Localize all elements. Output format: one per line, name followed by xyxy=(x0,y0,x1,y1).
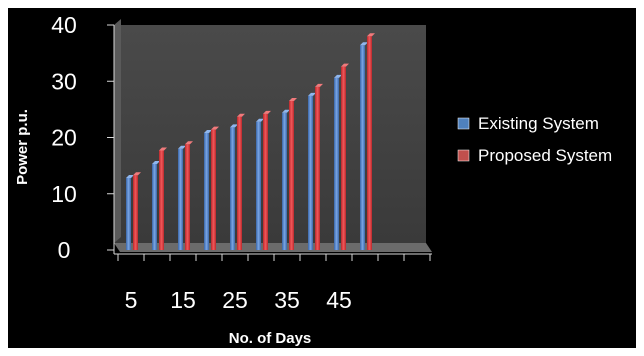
bar-top xyxy=(282,109,290,113)
bar-proposed-system xyxy=(185,144,190,250)
bar-top xyxy=(263,110,271,114)
bar-top xyxy=(185,141,193,145)
bar-existing-system xyxy=(152,163,157,250)
bar-proposed-system xyxy=(367,36,372,250)
bar-existing-system xyxy=(126,178,131,250)
x-axis-title: No. of Days xyxy=(229,330,312,347)
bar-existing-system xyxy=(308,95,313,250)
bar-top xyxy=(126,175,134,178)
x-tick-label: 35 xyxy=(274,287,300,313)
bar-existing-system xyxy=(282,112,287,250)
bar-top xyxy=(178,145,186,149)
bar-top xyxy=(341,63,349,67)
plot-area-floor xyxy=(114,243,432,252)
bar-top xyxy=(204,130,212,133)
bar-proposed-system xyxy=(289,100,294,250)
bar-proposed-system xyxy=(133,175,138,250)
bar-top xyxy=(334,74,342,78)
y-tick-label: 0 xyxy=(58,237,71,263)
bar-existing-system xyxy=(204,133,209,250)
y-tick-label: 40 xyxy=(51,12,77,38)
y-axis: 0 10 20 30 40 xyxy=(51,12,114,263)
bar-top xyxy=(360,42,368,46)
plot-area-wall xyxy=(114,25,426,243)
y-axis-title: Power p.u. xyxy=(14,109,31,185)
bar-top xyxy=(211,126,219,130)
bar-existing-system xyxy=(334,77,339,250)
x-tick-label: 15 xyxy=(170,287,196,313)
bar-proposed-system xyxy=(237,116,242,250)
y-tick-label: 10 xyxy=(51,181,77,207)
bar-top xyxy=(308,92,316,96)
bar-top xyxy=(237,113,245,117)
legend: Existing System Proposed System xyxy=(457,114,612,165)
bar-existing-system xyxy=(230,127,235,250)
x-tick-label: 5 xyxy=(125,287,138,313)
bar-existing-system xyxy=(178,148,183,250)
bar-top xyxy=(256,118,264,122)
bars xyxy=(126,33,375,250)
bar-top xyxy=(315,83,323,87)
bar-top xyxy=(152,160,160,164)
bar-top xyxy=(133,172,141,176)
legend-label: Existing System xyxy=(478,114,599,133)
bar-proposed-system xyxy=(211,129,216,250)
bar-top xyxy=(159,147,167,151)
bar-proposed-system xyxy=(341,66,346,250)
bar-top xyxy=(289,97,297,101)
x-axis: 5 15 25 35 45 xyxy=(117,254,431,313)
x-tick-label: 25 xyxy=(222,287,248,313)
bar-top xyxy=(230,124,238,128)
x-tick-label: 45 xyxy=(326,287,352,313)
bar-top xyxy=(367,33,375,37)
legend-swatch xyxy=(457,149,470,162)
plot-area-side-wall xyxy=(114,19,121,243)
bar-proposed-system xyxy=(159,150,164,250)
bar-proposed-system xyxy=(263,113,268,250)
bar-existing-system xyxy=(256,121,261,250)
bar-proposed-system xyxy=(315,86,320,250)
legend-swatch xyxy=(457,117,470,130)
legend-label: Proposed System xyxy=(478,146,612,165)
bar-existing-system xyxy=(360,45,365,250)
y-tick-label: 20 xyxy=(51,125,77,151)
y-tick-label: 30 xyxy=(51,68,77,94)
